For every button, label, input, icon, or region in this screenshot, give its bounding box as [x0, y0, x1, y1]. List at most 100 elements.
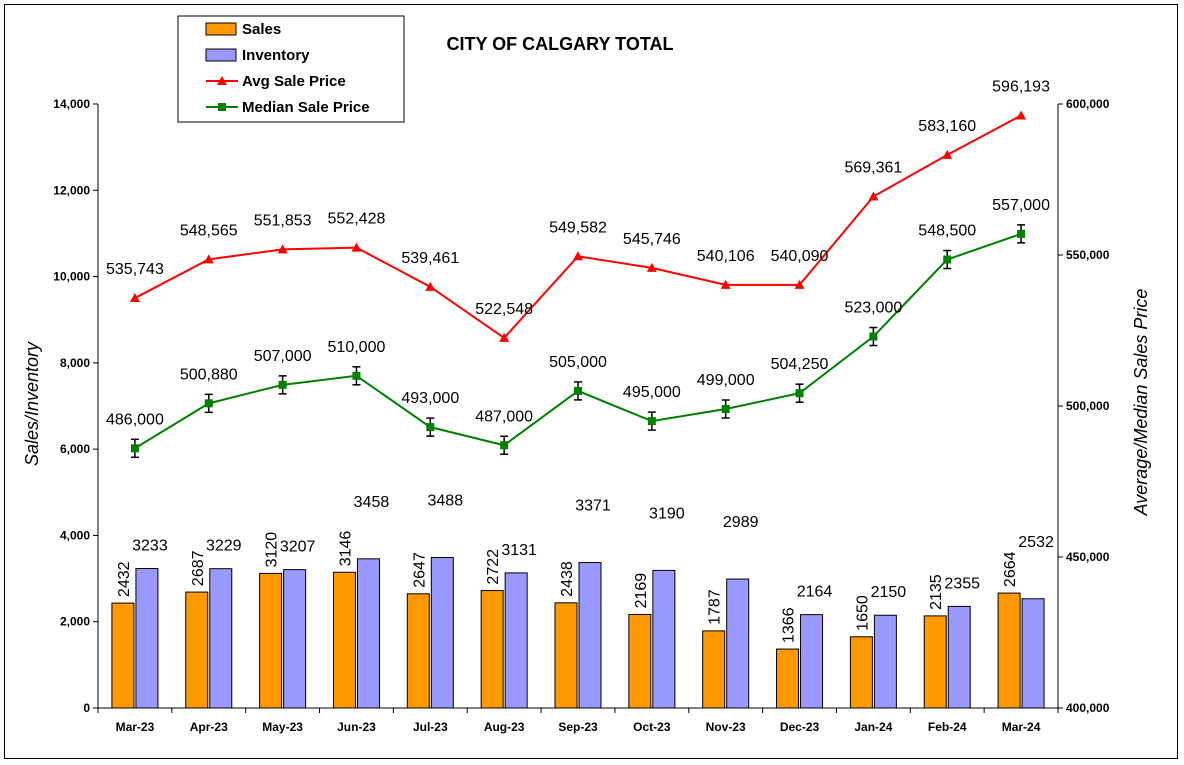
x-tick-label: Mar-23 — [116, 720, 155, 734]
sales-data-label: 1650 — [854, 595, 871, 631]
sales-data-label: 2432 — [116, 561, 133, 597]
bar-sales — [628, 613, 652, 709]
median-price-data-label: 510,000 — [328, 339, 386, 356]
x-tick-label: Oct-23 — [633, 720, 671, 734]
bar-inventory — [873, 614, 897, 709]
avg-price-data-label: 596,193 — [992, 78, 1050, 95]
bar-sales — [111, 602, 135, 709]
avg-price-data-label: 535,743 — [106, 261, 164, 278]
inventory-data-label: 3488 — [428, 493, 464, 510]
bar-sales — [997, 592, 1021, 709]
bar-sales — [406, 593, 430, 709]
y-tick-label: 2,000 — [60, 615, 90, 629]
bar-sales — [185, 591, 209, 709]
median-price-marker — [574, 386, 582, 395]
median-price-marker — [352, 371, 361, 380]
inventory-data-label: 2164 — [797, 584, 833, 601]
avg-price-marker — [351, 242, 362, 252]
y2-tick-label: 450,000 — [1066, 550, 1110, 564]
median-price-marker — [795, 389, 804, 398]
inventory-data-label: 2989 — [723, 514, 759, 531]
median-price-marker — [130, 444, 139, 453]
legend-label: Median Sale Price — [242, 99, 370, 116]
legend-label: Sales — [242, 21, 281, 38]
x-tick-label: Jul-23 — [413, 720, 448, 734]
avg-price-marker — [720, 279, 731, 289]
y-tick-label: 6,000 — [60, 442, 90, 456]
chart-title: CITY OF CALGARY TOTAL — [446, 34, 673, 54]
bar-sales — [702, 630, 726, 709]
y2-axis-title: Average/Median Sales Price — [1131, 289, 1151, 517]
avg-price-marker — [573, 251, 583, 261]
inventory-data-label: 3371 — [575, 498, 611, 515]
inventory-data-label: 3458 — [354, 494, 390, 511]
avg-price-data-label: 540,106 — [697, 248, 755, 265]
x-tick-label: Sep-23 — [558, 720, 598, 734]
avg-price-marker — [1016, 110, 1027, 120]
x-tick-label: May-23 — [262, 720, 303, 734]
legend-label: Inventory — [242, 47, 310, 64]
sales-data-label: 2647 — [411, 552, 428, 588]
avg-price-data-label: 551,853 — [254, 212, 312, 229]
legend-swatch-sales — [205, 22, 237, 36]
avg-price-marker — [425, 281, 436, 291]
y-tick-label: 4,000 — [60, 528, 90, 542]
bar-sales — [554, 602, 578, 709]
sales-data-label: 2135 — [928, 574, 945, 610]
avg-price-data-label: 540,090 — [771, 248, 829, 265]
x-tick-label: Aug-23 — [484, 720, 525, 734]
median-price-data-label: 507,000 — [254, 348, 312, 365]
y2-tick-label: 600,000 — [1066, 97, 1110, 111]
bar-inventory — [726, 578, 750, 709]
avg-price-data-label: 549,582 — [549, 219, 607, 236]
median-price-data-label: 500,880 — [180, 366, 238, 383]
x-tick-label: Dec-23 — [780, 720, 820, 734]
sales-data-label: 3146 — [337, 531, 354, 567]
avg-price-marker — [129, 293, 140, 303]
median-price-data-label: 548,500 — [918, 223, 976, 240]
x-tick-label: Feb-24 — [928, 720, 967, 734]
sales-data-label: 2169 — [633, 573, 650, 609]
bar-inventory — [578, 562, 602, 709]
bar-inventory — [947, 605, 971, 709]
median-price-data-label: 504,250 — [771, 356, 829, 373]
bar-inventory — [209, 568, 233, 709]
bar-inventory — [800, 614, 824, 709]
avg-price-marker — [499, 332, 510, 342]
bar-inventory — [430, 557, 454, 709]
inventory-data-label: 2355 — [944, 575, 980, 592]
sales-data-label: 3120 — [264, 532, 281, 568]
inventory-data-label: 3229 — [206, 538, 242, 555]
bar-sales — [923, 615, 947, 709]
y-tick-label: 10,000 — [53, 270, 90, 284]
bar-sales — [849, 636, 873, 709]
avg-price-marker — [646, 262, 657, 272]
avg-price-data-label: 552,428 — [328, 211, 386, 228]
y2-tick-label: 550,000 — [1066, 248, 1110, 262]
y2-tick-label: 400,000 — [1066, 701, 1110, 715]
y-tick-label: 8,000 — [60, 356, 90, 370]
legend-swatch-inventory — [205, 48, 237, 62]
median-price-data-label: 505,000 — [549, 354, 607, 371]
median-price-marker — [869, 332, 878, 341]
bar-inventory — [652, 569, 676, 709]
y2-tick-label: 500,000 — [1066, 399, 1110, 413]
inventory-data-label: 2150 — [871, 584, 907, 601]
avg-price-data-label: 569,361 — [844, 160, 902, 177]
median-price-data-label: 493,000 — [401, 390, 459, 407]
sales-data-label: 1787 — [707, 589, 724, 625]
median-price-data-label: 499,000 — [697, 372, 755, 389]
y-tick-label: 0 — [83, 701, 90, 715]
bar-inventory — [283, 569, 307, 709]
sales-data-label: 1366 — [781, 607, 798, 643]
bar-sales — [776, 648, 800, 709]
sales-data-label: 2722 — [485, 549, 502, 585]
avg-price-marker — [794, 279, 805, 289]
sales-data-label: 2438 — [559, 561, 576, 597]
bar-sales — [259, 572, 283, 709]
inventory-data-label: 3190 — [649, 505, 685, 522]
x-tick-label: Jan-24 — [854, 720, 892, 734]
median-price-marker — [1017, 229, 1026, 238]
avg-price-marker — [277, 244, 288, 254]
